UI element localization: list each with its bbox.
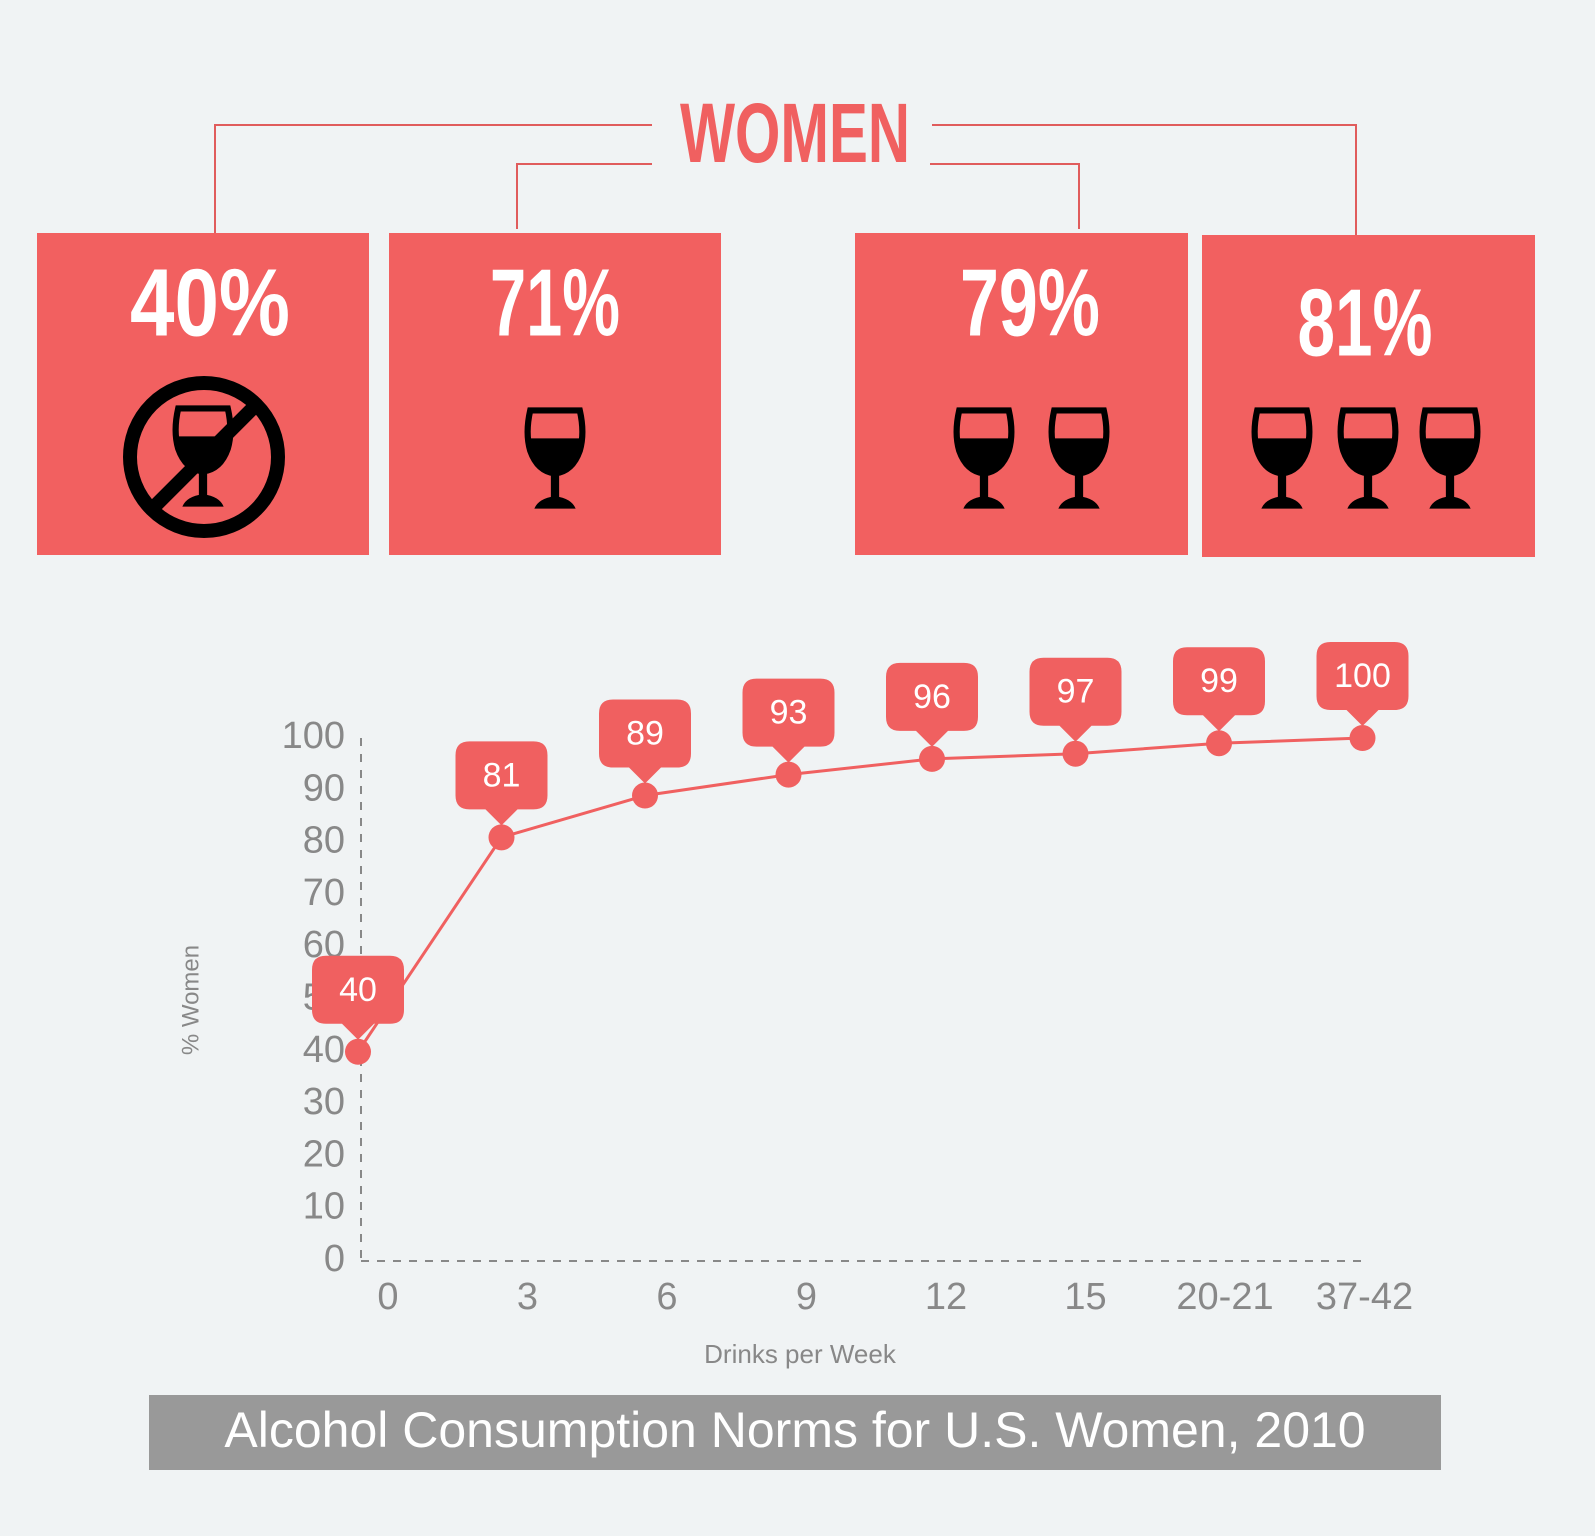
callout [455, 741, 548, 826]
callout [312, 955, 404, 1040]
data-label: 40 [339, 971, 377, 1009]
data-label: 100 [1334, 657, 1391, 695]
point [1062, 740, 1089, 767]
y-tick-label: 80 [303, 820, 345, 862]
data-label: 93 [770, 694, 808, 732]
panel-value: 71% [490, 249, 620, 356]
data-label: 89 [626, 715, 664, 753]
header: WOMEN [680, 86, 910, 180]
y-tick-label: 70 [303, 872, 345, 914]
x-tick-label: 6 [656, 1276, 677, 1318]
point [1206, 730, 1232, 757]
point [1349, 725, 1376, 751]
callout [1173, 647, 1265, 732]
y-axis-label: % Women [177, 945, 204, 1055]
y-tick-label: 90 [303, 767, 345, 809]
y-tick-label: 10 [303, 1186, 345, 1228]
x-tick-label: 37-42 [1316, 1276, 1413, 1318]
line [356, 736, 1363, 1053]
callout [742, 678, 835, 763]
plot: 01020304050607080901000369121520-2137-42… [282, 642, 1413, 1318]
data-label: 96 [913, 678, 951, 716]
y-tick-label: 40 [303, 1029, 345, 1071]
y-tick-label: 100 [282, 715, 345, 757]
x-tick-label: 3 [517, 1276, 538, 1318]
panel [855, 233, 1188, 555]
point [919, 745, 945, 772]
data-label: 97 [1057, 673, 1095, 711]
panel-value: 79% [960, 249, 1100, 356]
point [775, 761, 802, 788]
callout [599, 699, 691, 784]
x-axis-label: Drinks per Week [704, 1339, 897, 1369]
chart-title: Alcohol Consumption Norms for U.S. Women… [224, 1402, 1365, 1458]
point [488, 824, 515, 851]
callout [1029, 657, 1122, 742]
panel-value: 81% [1298, 269, 1433, 376]
y-tick-label: 20 [303, 1133, 345, 1175]
x-tick-label: 15 [1064, 1276, 1106, 1318]
callout [1316, 642, 1409, 726]
point [632, 782, 658, 809]
header-brackets [214, 124, 1357, 235]
x-tick-label: 0 [377, 1276, 398, 1318]
x-tick-label: 12 [925, 1276, 967, 1318]
y-tick-label: 0 [324, 1238, 345, 1280]
y-tick-label: 30 [303, 1081, 345, 1123]
data-label: 81 [483, 756, 521, 794]
title-band [149, 1395, 1441, 1470]
no-drink-icon [123, 376, 285, 538]
callout [886, 662, 978, 747]
panel-value: 40% [130, 249, 290, 356]
x-tick-label: 20-21 [1176, 1276, 1273, 1318]
data-label: 99 [1200, 662, 1238, 700]
x-tick-label: 9 [796, 1276, 817, 1318]
point [345, 1038, 371, 1065]
